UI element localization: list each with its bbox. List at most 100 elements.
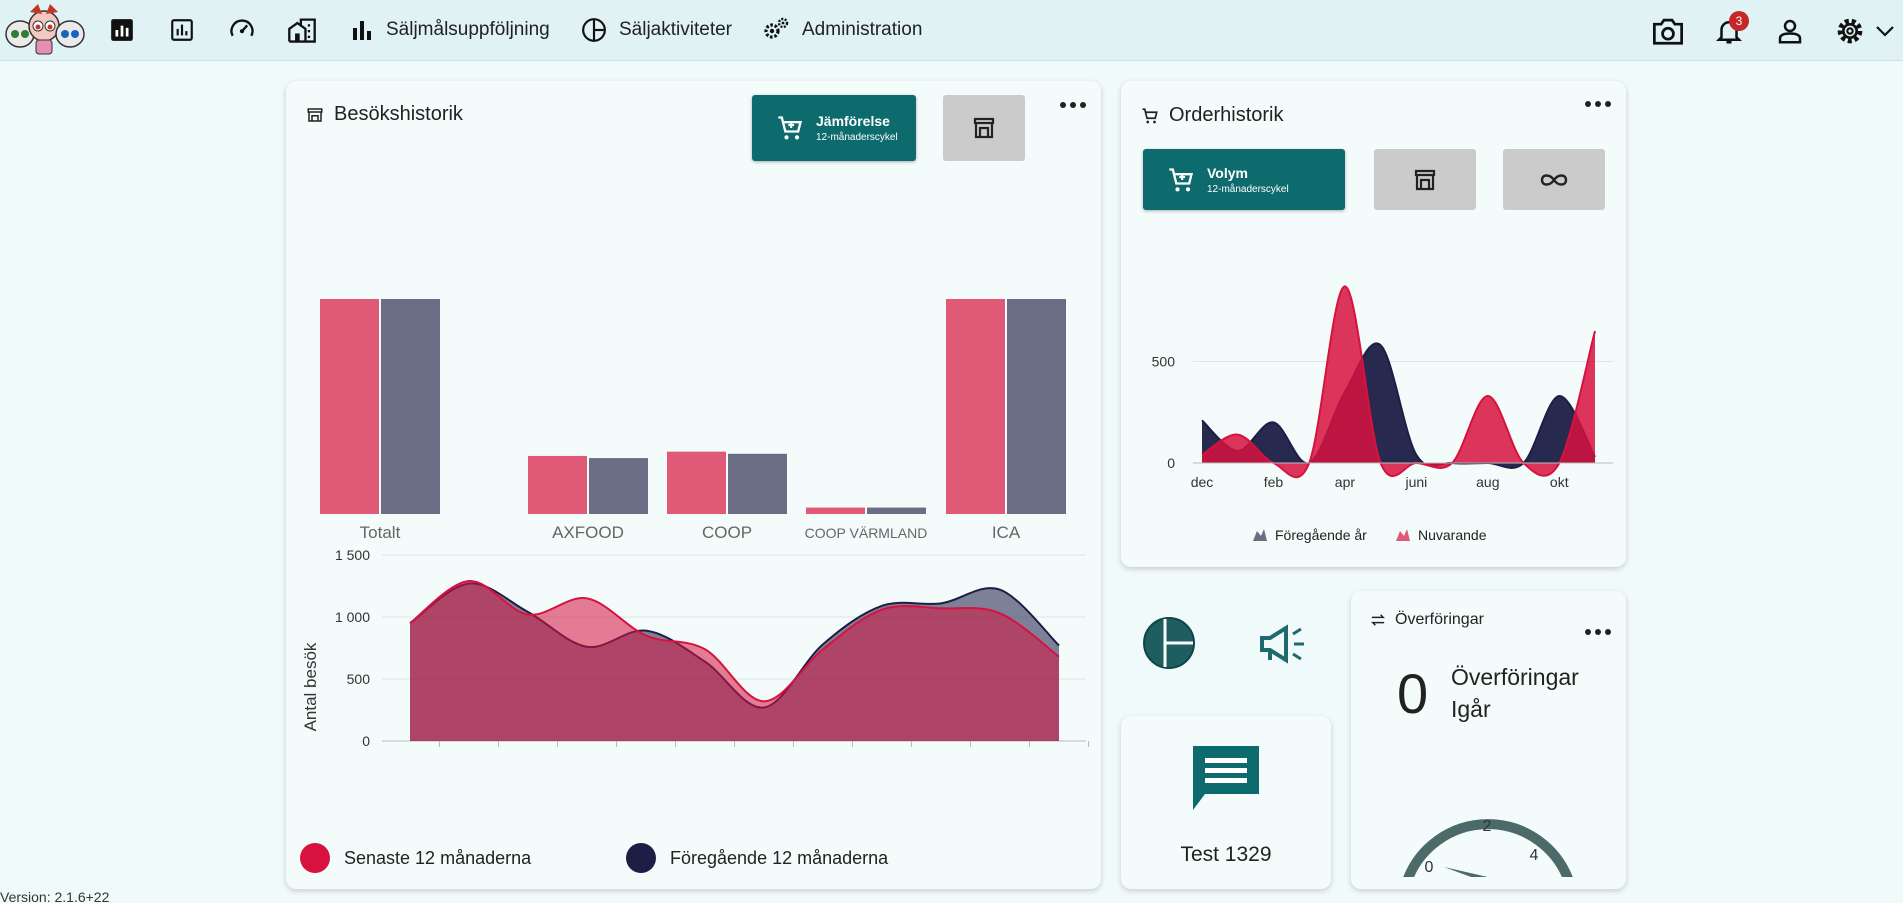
legend-label: Föregående 12 månaderna — [670, 847, 889, 868]
legend-label: Föregående år — [1275, 527, 1367, 543]
megaphone-icon — [1260, 624, 1304, 664]
speedometer-icon[interactable] — [226, 14, 258, 46]
bar-totalt-current — [320, 299, 379, 514]
bar-category-label: COOP — [702, 523, 752, 542]
notifications-button[interactable]: 3 — [1709, 11, 1749, 51]
activity-chart-button[interactable] — [1141, 615, 1197, 671]
bar-axfood-previous — [589, 458, 648, 514]
nav-link-label: Säljmålsuppföljning — [386, 19, 550, 40]
area-current — [1202, 286, 1595, 478]
bar-coop-previous — [728, 453, 787, 514]
settings-icon[interactable] — [1830, 11, 1870, 51]
y-tick-label: 0 — [1167, 455, 1175, 471]
all-time-button[interactable] — [1503, 149, 1605, 210]
bar-chart-icon — [353, 21, 371, 40]
legend-label: Nuvarande — [1418, 527, 1487, 543]
transfers-gauge: 0 2 4 — [1403, 818, 1573, 877]
line-previous-year — [1201, 342, 1596, 469]
dashboard-icon[interactable] — [106, 14, 138, 46]
store-view-button[interactable] — [943, 95, 1025, 161]
transfers-card: Överföringar 0 Överföringar Igår 0 2 4 — [1351, 591, 1626, 889]
pie-chart-icon — [1143, 617, 1195, 669]
nav-link-administration[interactable]: Administration — [762, 14, 922, 46]
store-icon — [1414, 169, 1436, 190]
more-options-button[interactable] — [1585, 101, 1611, 107]
nav-link-sales-targets[interactable]: Säljmålsuppföljning — [350, 14, 550, 46]
x-tick-label: apr — [1335, 474, 1356, 490]
volume-button[interactable]: Volym 12-månaderscykel — [1143, 149, 1345, 210]
store-icon — [973, 117, 995, 139]
button-label: Volym — [1207, 164, 1248, 181]
nav-link-sales-activities[interactable]: Säljaktiviteter — [581, 14, 732, 46]
user-icon[interactable] — [1770, 11, 1810, 51]
line-current — [1201, 285, 1596, 479]
cart-icon — [778, 116, 802, 140]
cart-icon — [1169, 167, 1193, 191]
y-tick-label: 1 500 — [335, 547, 370, 563]
transfers-count: 0 — [1397, 662, 1429, 725]
legend-item-previous[interactable]: Föregående 12 månaderna — [626, 843, 888, 873]
store-icon — [307, 107, 323, 122]
bar-axfood-current — [528, 455, 587, 514]
chevron-down-icon[interactable] — [1870, 11, 1900, 51]
compare-button[interactable]: Jämförelse 12-månaderscykel — [752, 95, 916, 161]
x-tick-label: dec — [1191, 474, 1214, 490]
more-options-button[interactable] — [1585, 629, 1611, 635]
legend-item-previous-year[interactable]: Föregående år — [1253, 527, 1367, 543]
campaign-button[interactable] — [1256, 620, 1308, 668]
bar-ica-current — [946, 299, 1005, 514]
legend-item-current[interactable]: Nuvarande — [1396, 527, 1487, 543]
y-tick-label: 0 — [362, 733, 370, 749]
card-title-text: Besökshistorik — [334, 103, 463, 125]
swap-icon — [1371, 614, 1385, 626]
gauge-arc — [1403, 819, 1573, 877]
gauge-tick-label: 4 — [1530, 847, 1539, 864]
visit-history-card: Besökshistorik Jämförelse 12-månaderscyk… — [286, 81, 1101, 889]
y-tick-label: 500 — [1152, 354, 1176, 370]
area-current — [410, 580, 1059, 741]
message-card[interactable]: Test 1329 — [1121, 716, 1331, 889]
camera-icon[interactable] — [1648, 11, 1688, 51]
card-title-text: Orderhistorik — [1169, 104, 1284, 126]
y-axis-label: Antal besök — [301, 642, 320, 731]
bar-ica-previous — [1007, 299, 1066, 514]
bar-totalt-previous — [381, 299, 440, 514]
message-icon — [1189, 742, 1263, 819]
transfers-label: Överföringar Igår — [1451, 664, 1579, 722]
area-previous-year — [1202, 343, 1595, 468]
legend-item-current[interactable]: Senaste 12 månaderna — [300, 843, 531, 873]
button-label: Jämförelse — [816, 113, 890, 129]
notification-badge: 3 — [1729, 11, 1749, 31]
gears-icon — [764, 17, 789, 39]
bar-category-label: COOP VÄRMLAND — [805, 525, 928, 541]
area-legend-icon — [1396, 529, 1410, 541]
report-icon[interactable] — [166, 14, 198, 46]
gauge-tick-label: 0 — [1425, 859, 1434, 876]
legend-label: Senaste 12 månaderna — [344, 847, 532, 868]
more-options-button[interactable] — [1060, 102, 1086, 108]
cart-icon — [1142, 107, 1158, 123]
x-tick-label: okt — [1550, 474, 1569, 490]
store-view-button[interactable] — [1374, 149, 1476, 210]
x-tick-label: aug — [1476, 474, 1499, 490]
legend-swatch — [626, 843, 656, 873]
y-tick-label: 500 — [347, 671, 371, 687]
pie-chart-icon — [582, 18, 606, 42]
gauge-needle — [1444, 867, 1488, 877]
nav-link-label: Säljaktiviteter — [619, 19, 732, 40]
bar-category-label: ICA — [992, 523, 1021, 542]
y-tick-label: 1 000 — [335, 609, 370, 625]
message-label: Test 1329 — [1180, 843, 1272, 866]
gauge-tick-label: 2 — [1483, 818, 1492, 835]
buildings-icon[interactable] — [286, 14, 318, 46]
legend-swatch — [300, 843, 330, 873]
logo[interactable] — [0, 0, 92, 61]
card-title: Orderhistorik — [1141, 104, 1283, 127]
version-label: Version: 2.1.6+22 — [0, 889, 110, 903]
infinity-icon — [1540, 173, 1568, 186]
bar-coop-current — [667, 451, 726, 514]
card-title: Överföringar — [1371, 611, 1484, 629]
order-history-card: Orderhistorik Volym 12-månaderscykel 0 50… — [1121, 81, 1626, 567]
area-legend-icon — [1253, 529, 1267, 541]
line-current — [409, 580, 1060, 703]
